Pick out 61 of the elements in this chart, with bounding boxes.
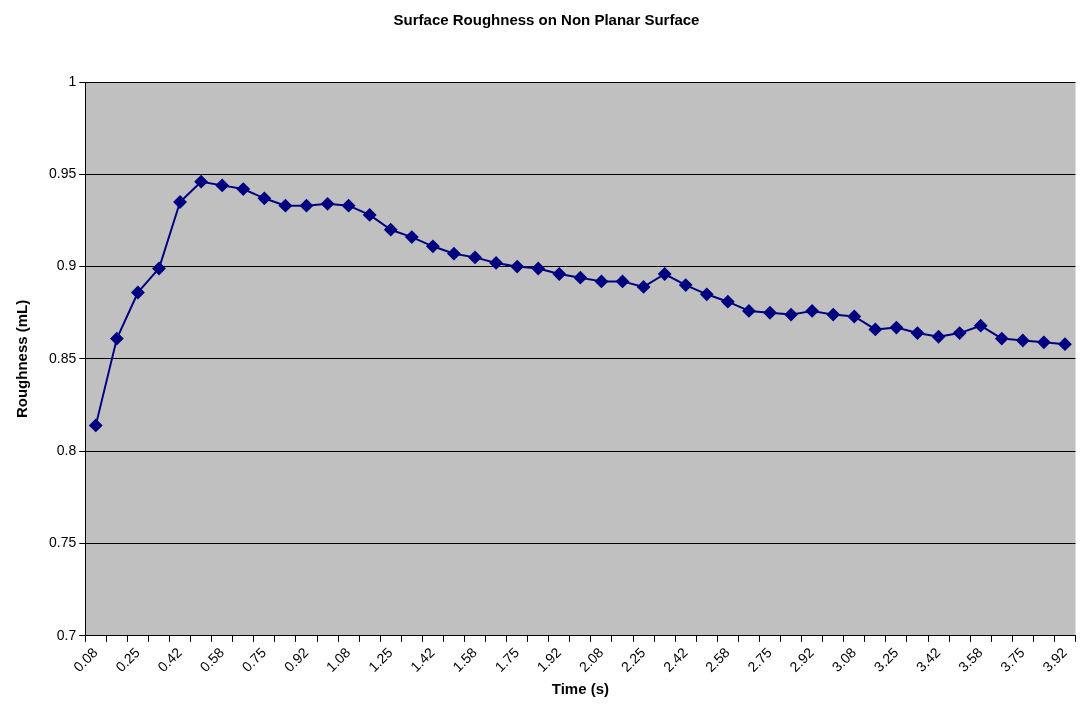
point: [995, 332, 1009, 346]
point: [510, 260, 524, 274]
point: [531, 261, 545, 275]
point: [552, 267, 566, 281]
point: [573, 271, 587, 285]
point: [679, 278, 693, 292]
y-tick-label: 0.75: [49, 534, 77, 551]
y-tick-label: 0.7: [56, 626, 77, 643]
point: [868, 322, 882, 336]
point: [152, 261, 166, 275]
x-tick-label: 0.08: [70, 644, 101, 675]
point: [215, 178, 229, 192]
point: [847, 309, 861, 323]
x-tick-label: 0.58: [196, 644, 228, 675]
y-tick-label: 1: [68, 72, 77, 89]
x-tick-label: 0.92: [280, 644, 312, 675]
point: [278, 199, 292, 213]
point: [721, 295, 735, 309]
y-tick-label: 0.85: [49, 349, 77, 366]
point: [742, 304, 756, 318]
point: [89, 418, 103, 432]
x-tick-label: 0.42: [154, 644, 186, 675]
point: [447, 247, 461, 261]
point: [426, 239, 440, 253]
point: [110, 332, 124, 346]
point: [405, 230, 419, 244]
x-axis-title: Time (s): [551, 680, 609, 698]
y-tick-label: 0.8: [56, 442, 77, 459]
point: [700, 287, 714, 301]
point: [342, 199, 356, 213]
point: [974, 319, 988, 333]
point: [910, 326, 924, 340]
point: [763, 306, 777, 320]
point: [1037, 335, 1051, 349]
point: [321, 197, 335, 211]
point: [784, 308, 798, 322]
point: [384, 223, 398, 237]
point: [1016, 333, 1030, 347]
point: [194, 175, 208, 189]
point: [257, 191, 271, 205]
point: [932, 330, 946, 344]
point: [489, 256, 503, 270]
point: [236, 182, 250, 196]
point: [1058, 337, 1072, 351]
point: [131, 285, 145, 299]
chart-title: Surface Roughness on Non Planar Surface: [393, 11, 700, 29]
y-tick-label: 0.95: [49, 165, 77, 182]
point: [594, 274, 608, 288]
point: [173, 195, 187, 209]
point: [616, 274, 630, 288]
point: [299, 199, 313, 213]
point: [468, 250, 482, 264]
y-axis-title: Roughness (mL): [13, 299, 31, 419]
point: [953, 326, 967, 340]
point: [826, 308, 840, 322]
y-tick-label: 0.9: [56, 257, 77, 274]
point: [637, 280, 651, 294]
point: [658, 267, 672, 281]
point: [363, 208, 377, 222]
point: [805, 304, 819, 318]
point: [889, 321, 903, 335]
